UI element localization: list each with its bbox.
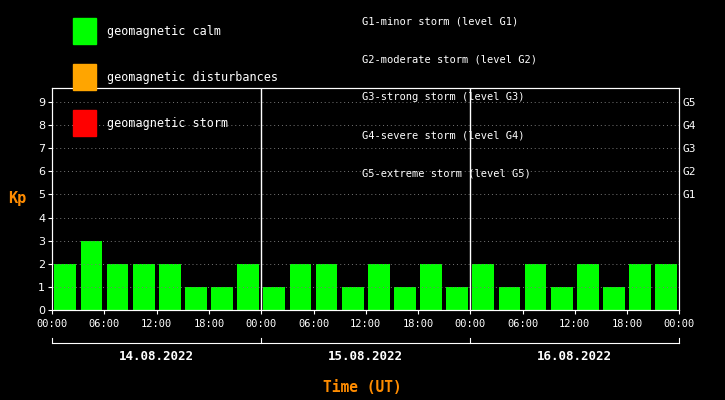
Bar — [315, 264, 337, 310]
Bar — [394, 287, 416, 310]
Bar — [551, 287, 573, 310]
Bar — [603, 287, 625, 310]
Bar — [447, 287, 468, 310]
Bar — [159, 264, 181, 310]
Bar — [289, 264, 311, 310]
Text: G1-minor storm (level G1): G1-minor storm (level G1) — [362, 16, 519, 26]
Text: 14.08.2022: 14.08.2022 — [119, 350, 194, 363]
Text: G4-severe storm (level G4): G4-severe storm (level G4) — [362, 130, 525, 140]
Bar — [341, 287, 363, 310]
Bar — [263, 287, 285, 310]
Bar — [185, 287, 207, 310]
Text: geomagnetic storm: geomagnetic storm — [107, 116, 228, 130]
Text: G2-moderate storm (level G2): G2-moderate storm (level G2) — [362, 54, 537, 64]
Text: G3-strong storm (level G3): G3-strong storm (level G3) — [362, 92, 525, 102]
Bar — [655, 264, 677, 310]
Text: geomagnetic calm: geomagnetic calm — [107, 24, 220, 38]
Bar — [499, 287, 521, 310]
Text: geomagnetic disturbances: geomagnetic disturbances — [107, 70, 278, 84]
Bar — [54, 264, 76, 310]
Bar — [525, 264, 547, 310]
Bar — [80, 241, 102, 310]
Bar — [237, 264, 259, 310]
Text: G5-extreme storm (level G5): G5-extreme storm (level G5) — [362, 168, 531, 178]
Bar — [473, 264, 494, 310]
Text: 15.08.2022: 15.08.2022 — [328, 350, 403, 363]
Bar — [629, 264, 651, 310]
Bar — [368, 264, 390, 310]
Text: Kp: Kp — [9, 192, 27, 206]
Bar — [420, 264, 442, 310]
Text: 16.08.2022: 16.08.2022 — [537, 350, 613, 363]
Bar — [133, 264, 154, 310]
Text: Time (UT): Time (UT) — [323, 380, 402, 395]
Bar — [107, 264, 128, 310]
Bar — [577, 264, 599, 310]
Bar — [211, 287, 233, 310]
